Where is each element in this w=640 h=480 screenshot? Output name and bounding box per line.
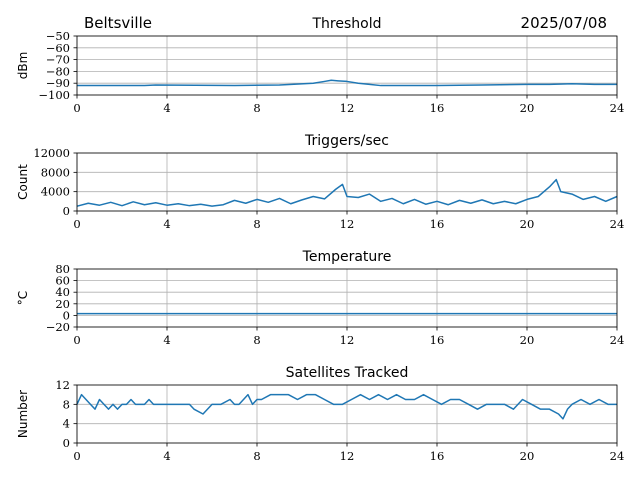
y-tick-label: −100 <box>38 88 70 102</box>
subplot-title: Temperature <box>302 249 392 265</box>
y-tick-label: 60 <box>55 274 70 288</box>
x-tick-label: 8 <box>253 217 260 231</box>
x-tick-label: 12 <box>340 217 355 231</box>
x-tick-label: 20 <box>520 217 535 231</box>
subplot-title: Triggers/sec <box>304 133 389 149</box>
y-tick-label: 12 <box>55 378 70 392</box>
date-label: 2025/07/08 <box>521 14 607 32</box>
y-tick-label: −70 <box>46 53 70 67</box>
x-tick-label: 0 <box>73 333 80 347</box>
x-tick-label: 20 <box>520 101 535 115</box>
subplot-title: Satellites Tracked <box>286 365 409 381</box>
subplot-0: 0 4 8 12 16 20 24 −100−90−80−70−60−50 Threshold d… <box>16 16 624 115</box>
x-tick-label: 8 <box>253 333 260 347</box>
y-tick-label: 8000 <box>41 165 70 179</box>
subplots: 0 4 8 12 16 20 24 −100−90−80−70−60−50 Threshold d… <box>16 16 624 463</box>
x-tick-label: 4 <box>163 217 170 231</box>
x-tick-label: 0 <box>73 449 80 463</box>
subplot-3: 0 4 8 12 16 20 24 0 4 8 12 Satellites Tracked Number <box>16 365 624 463</box>
y-tick-label: 4 <box>63 417 70 431</box>
y-tick-label: 0 <box>63 204 70 218</box>
x-tick-label: 16 <box>430 449 445 463</box>
location-label: Beltsville <box>84 14 152 32</box>
y-tick-label: 80 <box>55 262 70 276</box>
y-tick-label: 4000 <box>41 185 70 199</box>
y-tick-label: −80 <box>46 64 70 78</box>
y-tick-label: 40 <box>55 285 70 299</box>
x-tick-label: 16 <box>430 333 445 347</box>
x-tick-label: 20 <box>520 449 535 463</box>
x-tick-label: 16 <box>430 101 445 115</box>
series-line-0 <box>76 393 617 420</box>
x-tick-label: 8 <box>253 449 260 463</box>
x-tick-label: 20 <box>520 333 535 347</box>
y-axis-label: Number <box>16 390 30 438</box>
x-tick-label: 0 <box>73 217 80 231</box>
y-tick-label: −20 <box>46 320 70 334</box>
series-line-0 <box>77 79 617 87</box>
x-tick-label: 12 <box>340 333 355 347</box>
y-tick-label: −50 <box>46 29 70 43</box>
x-tick-label: 24 <box>610 333 625 347</box>
subplot-1: 0 4 8 12 16 20 24 0 4000 8000 12000 Triggers/sec Cou… <box>16 133 624 231</box>
x-tick-label: 12 <box>340 449 355 463</box>
x-tick-label: 24 <box>610 449 625 463</box>
y-tick-label: 0 <box>63 308 70 322</box>
series-line-0 <box>76 178 618 207</box>
subplot-title: Threshold <box>312 16 382 32</box>
y-tick-label: −90 <box>46 76 70 90</box>
x-tick-label: 4 <box>163 101 170 115</box>
y-tick-label: −60 <box>46 41 70 55</box>
x-tick-label: 8 <box>253 101 260 115</box>
y-tick-label: 0 <box>63 436 70 450</box>
y-axis-label: °C <box>16 291 30 305</box>
y-axis-label: dBm <box>16 52 30 80</box>
x-tick-label: 24 <box>610 101 625 115</box>
x-tick-label: 0 <box>73 101 80 115</box>
y-tick-label: 8 <box>63 397 70 411</box>
x-tick-label: 16 <box>430 217 445 231</box>
x-tick-label: 24 <box>610 217 625 231</box>
x-tick-label: 4 <box>163 449 170 463</box>
y-axis-label: Count <box>16 164 30 200</box>
y-tick-label: 20 <box>55 297 70 311</box>
x-tick-label: 12 <box>340 101 355 115</box>
y-tick-label: 12000 <box>33 146 70 160</box>
x-tick-label: 4 <box>163 333 170 347</box>
